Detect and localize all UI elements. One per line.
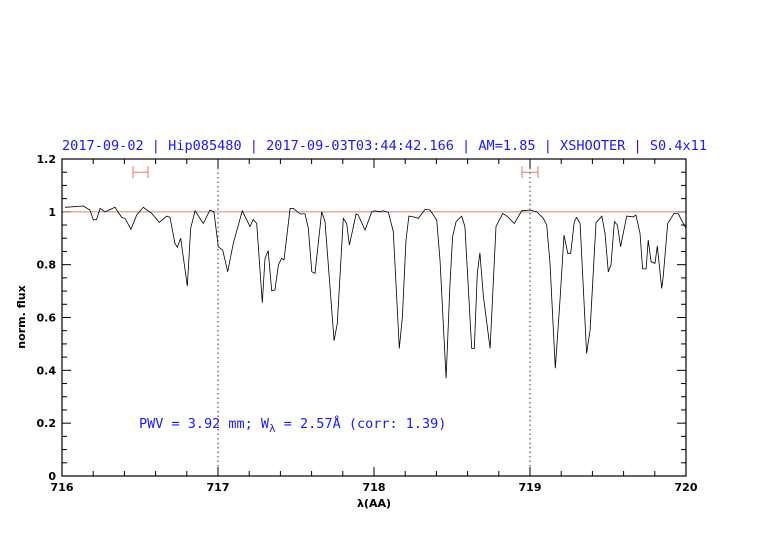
annotation-pre: PWV = 3.92 mm; W <box>139 416 270 432</box>
y-tick-label: 1.2 <box>37 153 57 166</box>
y-tick-label: 0.6 <box>37 312 57 325</box>
y-tick-label: 0.2 <box>37 417 57 430</box>
y-tick-label: 0.8 <box>37 259 57 272</box>
markers <box>62 159 686 476</box>
chart-title: 2017-09-02 | Hip085480 | 2017-09-03T03:4… <box>62 138 707 154</box>
y-tick-label: 0 <box>48 470 56 483</box>
annotation-post: = 2.57Å (corr: 1.39) <box>276 415 447 432</box>
axis-ticks: 716 717 718 719 720 0 0.2 0.4 0.6 0.8 1 1.2 <box>37 153 698 494</box>
pwv-annotation: PWV = 3.92 mm; Wλ = 2.57Å (corr: 1.39) <box>139 415 446 435</box>
plot-frame <box>61 158 687 477</box>
x-tick-label: 718 <box>363 481 386 494</box>
x-tick-label: 719 <box>519 481 542 494</box>
y-axis-label: norm. flux <box>15 285 28 348</box>
x-tick-label: 717 <box>207 481 230 494</box>
y-tick-label: 1 <box>48 206 56 219</box>
x-tick-label: 716 <box>51 481 74 494</box>
series-line <box>64 205 687 379</box>
annotation-sub: λ <box>269 422 276 435</box>
x-tick-label: 720 <box>675 481 698 494</box>
y-tick-label: 0.4 <box>37 364 57 377</box>
x-axis-label: λ(AA) <box>357 497 391 510</box>
